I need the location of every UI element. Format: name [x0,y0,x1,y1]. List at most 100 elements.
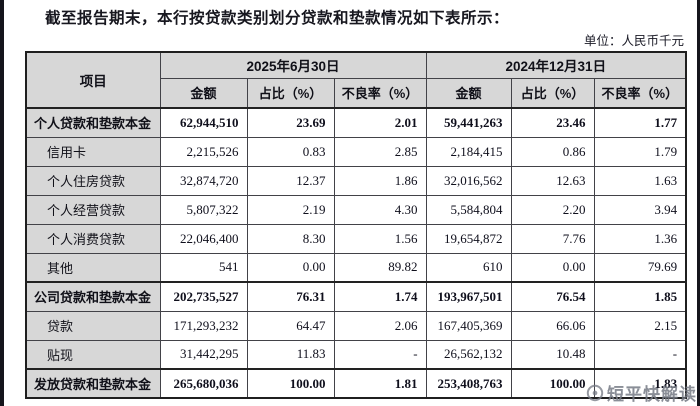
column-header-item: 项目 [25,51,161,109]
table-cell: 59,441,263 [425,107,512,138]
table-cell: 66.06 [510,310,595,341]
table-cell: 1.86 [333,165,427,196]
table-cell: 10.48 [510,339,595,370]
table-row: 贷款 171,293,232 64.47 2.06 167,405,369 66.06 2.… [25,310,687,341]
table-row: 公司贷款和垫款本金 202,735,527 76.31 1.74 193,967,501… [25,281,687,312]
table-cell: 31,442,295 [159,339,248,370]
header-row-metrics: 金额 占比（%） 不良率（%） 金额 占比（%） 不良率（%） [26,77,687,109]
watermark: 短平快解读 [586,380,697,405]
column-header-npl-2025: 不良率（%） [333,77,427,109]
table-row: 个人住房贷款 32,874,720 12.37 1.86 32,016,562 12.63… [25,165,687,196]
table-cell: 171,293,232 [159,310,248,341]
table-cell: 2,215,526 [159,136,248,167]
table-cell: 2.85 [333,136,427,167]
table-cell: 76.31 [246,281,335,312]
row-label: 个人住房贷款 [25,165,161,196]
row-label: 发放贷款和垫款本金 [25,368,161,399]
table-cell: 202,735,527 [159,281,248,312]
table-cell: 3.94 [593,194,687,225]
table-cell: 1.36 [593,223,687,254]
row-label: 其他 [25,252,161,283]
table-cell: 7.76 [510,223,595,254]
table-cell: 2.19 [246,194,335,225]
table-cell: 0.00 [510,252,595,283]
row-label: 贴现 [25,339,161,370]
table-cell: 253,408,763 [425,368,512,399]
document-title: 截至报告期末，本行按贷款类别划分贷款和垫款情况如下表所示： [45,10,510,27]
table-cell: 1.79 [593,136,687,167]
loan-breakdown-table: 项目 2025年6月30日 2024年12月31日 金额 占比（%） 不良率（%… [25,51,688,399]
column-header-period-2024: 2024年12月31日 [425,51,687,79]
table-cell: 610 [425,252,512,283]
table-cell: 2.15 [593,310,687,341]
row-label: 个人消费贷款 [25,223,161,254]
table-cell: 5,807,322 [159,194,248,225]
table-cell: 32,874,720 [159,165,248,196]
table-cell: 64.47 [246,310,335,341]
table-cell: 2.06 [333,310,427,341]
unit-label: 单位：人民币千元 [583,34,684,48]
row-label: 公司贷款和垫款本金 [25,281,161,312]
table-body: 个人贷款和垫款本金 62,944,510 23.69 2.01 59,441,263 23… [25,107,687,399]
table-cell: 4.30 [333,194,427,225]
table-cell: 265,680,036 [159,368,248,399]
table-cell: - [333,339,427,370]
table-row: 贴现 31,442,295 11.83-26,562,132 10.48- [25,339,687,370]
left-edge-bar [0,0,4,406]
table-cell: 32,016,562 [425,165,512,196]
table-cell: 1.56 [333,223,427,254]
table-cell: 1.85 [593,281,687,312]
table-cell: 0.86 [510,136,595,167]
table-cell: 541 [159,252,248,283]
column-header-amount-2025: 金额 [159,77,248,109]
table-cell: 2.20 [510,194,595,225]
table-cell: - [593,339,687,370]
table-cell: 100.00 [246,368,335,399]
table-cell: 100.00 [510,368,595,399]
table-cell: 2.01 [333,107,427,138]
table-cell: 12.37 [246,165,335,196]
row-label: 信用卡 [25,136,161,167]
table-row: 发放贷款和垫款本金 265,680,036 100.00 1.81 253,408,76… [25,368,687,399]
table-cell: 19,654,872 [425,223,512,254]
table-cell: 0.83 [246,136,335,167]
table-row: 个人消费贷款 22,046,400 8.30 1.56 19,654,872 7.76 1.… [25,223,687,254]
row-label: 个人贷款和垫款本金 [25,107,161,138]
table-cell: 76.54 [510,281,595,312]
table-row: 其他 541 0.00 89.82 610 0.00 79.69 [25,252,687,283]
column-header-period-2025: 2025年6月30日 [159,51,427,79]
table-cell: 62,944,510 [159,107,248,138]
watermark-text: 短平快解读 [607,385,697,404]
table-cell: 1.81 [333,368,427,399]
table-row: 个人经营贷款 5,807,322 2.19 4.30 5,584,804 2.20 3.94 [25,194,687,225]
table-cell: 167,405,369 [425,310,512,341]
table-cell: 193,967,501 [425,281,512,312]
table-cell: 22,046,400 [159,223,248,254]
table-cell: 26,562,132 [425,339,512,370]
table-cell: 11.83 [246,339,335,370]
watermark-logo-icon [586,384,604,401]
table-cell: 79.69 [593,252,687,283]
table-cell: 5,584,804 [425,194,512,225]
column-header-amount-2024: 金额 [425,77,512,109]
header-row-periods: 项目 2025年6月30日 2024年12月31日 [25,51,687,109]
table-cell: 89.82 [333,252,427,283]
column-header-share-2025: 占比（%） [246,77,335,109]
table-cell: 1.74 [333,281,427,312]
table-cell: 23.46 [510,107,595,138]
row-label: 贷款 [25,310,161,341]
column-header-npl-2024: 不良率（%） [593,77,687,109]
table-cell: 8.30 [246,223,335,254]
table-cell: 2,184,415 [425,136,512,167]
table-cell: 1.83 [593,368,687,399]
column-header-share-2024: 占比（%） [510,77,595,109]
table-cell: 1.77 [593,107,687,138]
table-row: 个人贷款和垫款本金 62,944,510 23.69 2.01 59,441,263 23… [25,107,687,138]
table-cell: 12.63 [510,165,595,196]
table-cell: 1.63 [593,165,687,196]
table-cell: 23.69 [246,107,335,138]
row-label: 个人经营贷款 [25,194,161,225]
table-row: 信用卡 2,215,526 0.83 2.85 2,184,415 0.86 1.79 [25,136,687,167]
table-cell: 0.00 [246,252,335,283]
right-edge-bar [697,0,700,406]
